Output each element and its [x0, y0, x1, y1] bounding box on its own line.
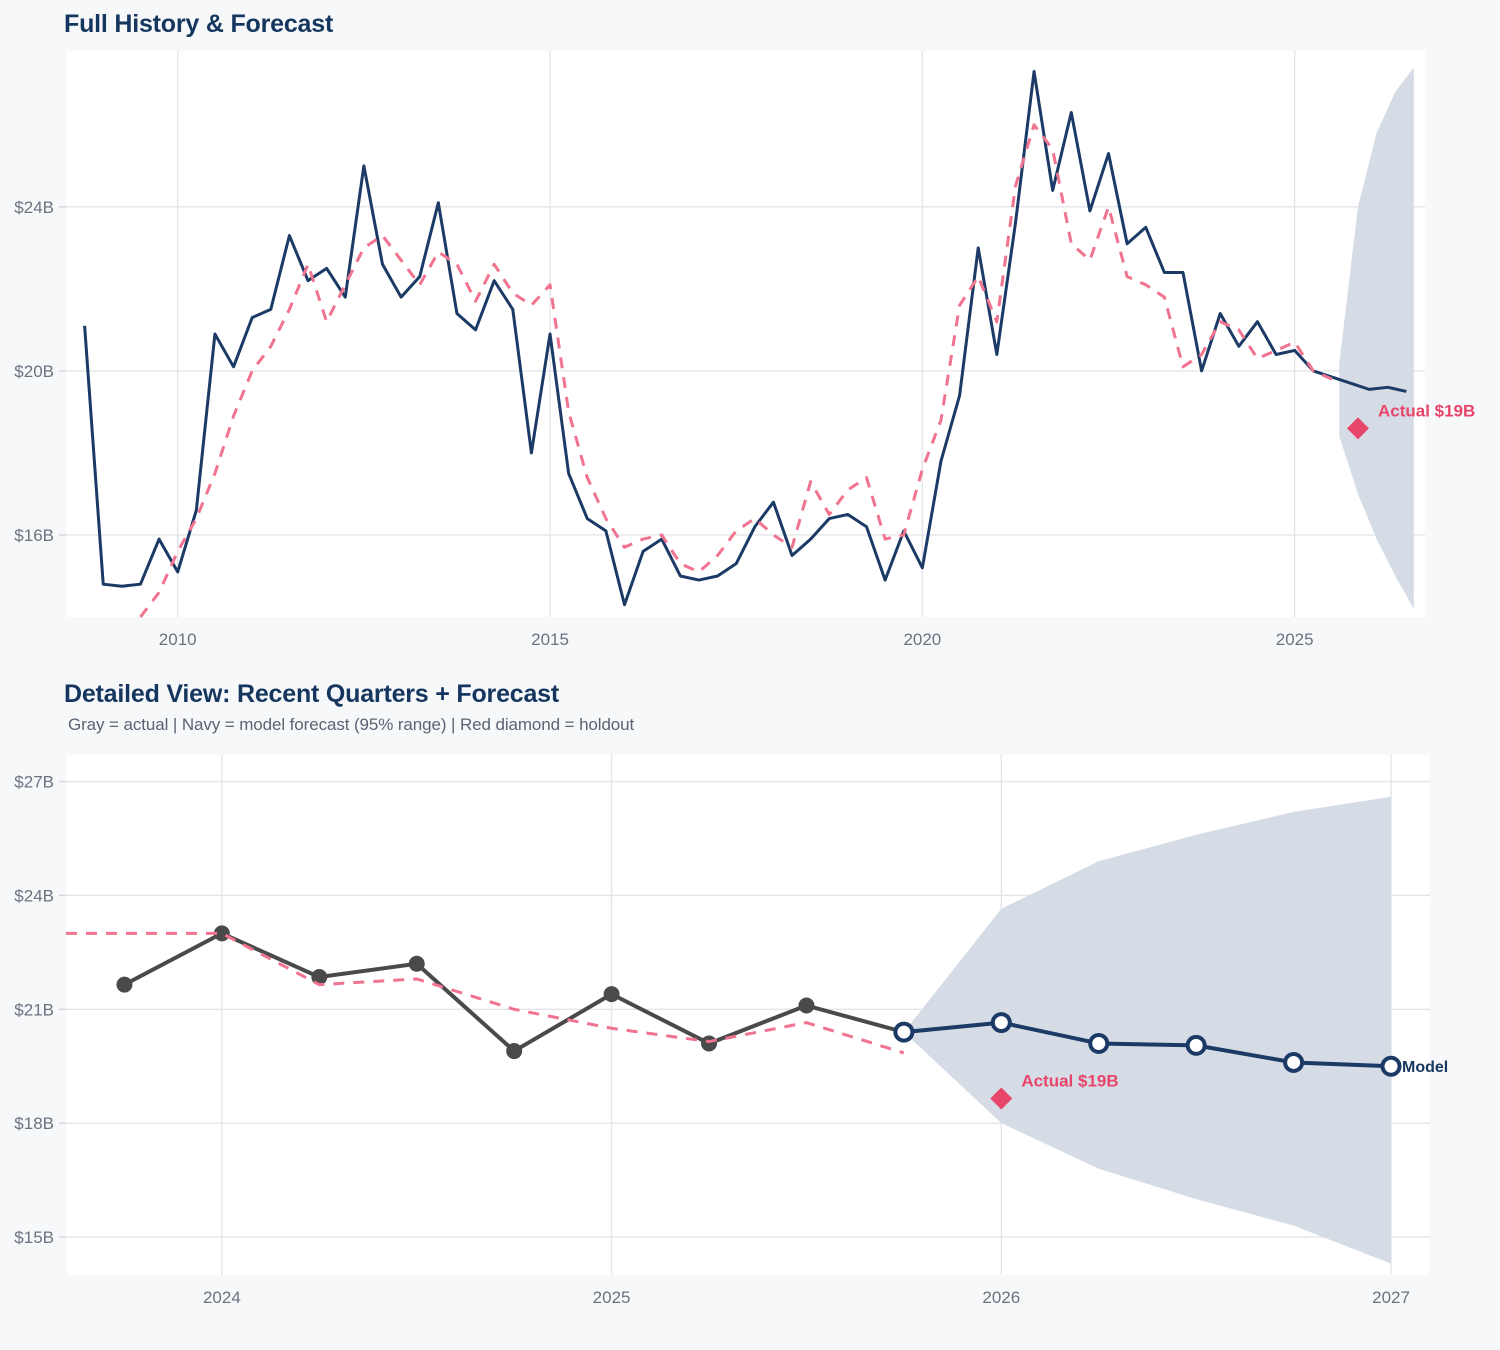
- x-tick-label-2: 2020: [903, 630, 941, 649]
- data-point-actual[interactable]: [116, 976, 133, 993]
- holdout-diamond-icon: [990, 1087, 1013, 1110]
- forecast-confidence-band: [903, 796, 1392, 1264]
- holdout-annotation-label: Actual $19B: [1021, 1072, 1118, 1091]
- data-point-actual[interactable]: [798, 997, 815, 1014]
- y-tick-label-2: $21B: [14, 1000, 54, 1019]
- y-tick-label-0: $27B: [14, 773, 54, 792]
- data-point-forecast[interactable]: [1380, 1055, 1402, 1077]
- data-point-forecast[interactable]: [1088, 1032, 1110, 1054]
- series-line-model-fit: [139, 123, 1333, 618]
- panel-full-history: Full History & Forecast Actual $19B $24B $…: [0, 0, 1500, 670]
- panel-detailed-view: Detailed View: Recent Quarters + Forecas…: [0, 670, 1500, 1350]
- chart-full-history-forecast: Actual $19B $24B $20B $16B 2010 2015 2020 2025: [14, 51, 1475, 649]
- forecast-band-group: [903, 796, 1392, 1264]
- data-point-actual[interactable]: [408, 955, 425, 972]
- series-label-model: Model: [1402, 1059, 1448, 1076]
- y-tick-label-1: $20B: [14, 362, 54, 381]
- x-tick-label-1: 2025: [593, 1288, 631, 1307]
- data-point-actual[interactable]: [701, 1035, 718, 1052]
- data-point-actual[interactable]: [506, 1043, 523, 1060]
- x-tick-label-3: 2025: [1276, 630, 1314, 649]
- page-title: Full History & Forecast: [64, 10, 334, 38]
- x-tick-label-1: 2015: [531, 630, 569, 649]
- data-point-forecast[interactable]: [1283, 1051, 1305, 1073]
- data-point-forecast[interactable]: [1185, 1034, 1207, 1056]
- data-point-forecast[interactable]: [990, 1012, 1012, 1034]
- chart-detailed-recent-forecast: Model Actual $19B $27B $24B $21B $18B $15B 2024…: [14, 755, 1448, 1307]
- x-tick-label-3: 2027: [1372, 1288, 1410, 1307]
- x-tick-label-0: 2024: [203, 1288, 241, 1307]
- y-tick-label-1: $24B: [14, 886, 54, 905]
- holdout-annotation-label: Actual $19B: [1378, 401, 1475, 420]
- series-line-model-fit: [66, 931, 905, 1055]
- series-line-model-forecast: [903, 1020, 1392, 1069]
- detailed-view-title: Detailed View: Recent Quarters + Forecas…: [64, 680, 560, 708]
- x-tick-label-2: 2026: [982, 1288, 1020, 1307]
- detailed-view-subtitle: Gray = actual | Navy = model forecast (9…: [68, 715, 635, 734]
- forecast-band-group: [1339, 67, 1414, 609]
- holdout-diamond-icon: [1346, 417, 1369, 440]
- data-point-actual[interactable]: [603, 986, 620, 1003]
- y-tick-label-3: $18B: [14, 1114, 54, 1133]
- y-tick-label-4: $15B: [14, 1228, 54, 1247]
- data-point-forecast[interactable]: [893, 1021, 915, 1043]
- plot-background: [66, 51, 1425, 617]
- x-tick-label-0: 2010: [159, 630, 197, 649]
- y-tick-label-2: $16B: [14, 526, 54, 545]
- y-tick-label-0: $24B: [14, 198, 54, 217]
- forecast-confidence-band: [1339, 67, 1414, 609]
